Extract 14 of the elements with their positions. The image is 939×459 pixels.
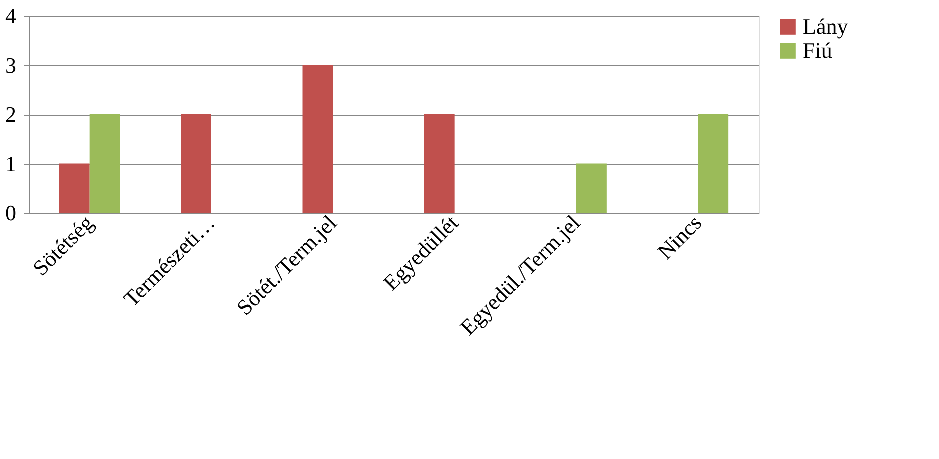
y-tick-label: 1 xyxy=(6,151,16,176)
bar xyxy=(181,114,212,213)
y-tick-label: 0 xyxy=(6,200,16,226)
y-tick-label: 4 xyxy=(6,4,16,28)
bar xyxy=(59,164,90,213)
legend-label: Lány xyxy=(803,14,848,39)
legend-label: Fiú xyxy=(803,38,832,63)
bar xyxy=(302,65,334,213)
bar xyxy=(698,114,729,213)
y-tick-label: 2 xyxy=(6,102,16,127)
bar xyxy=(576,164,607,213)
bar xyxy=(90,114,120,213)
bar xyxy=(424,114,455,213)
y-tick-label: 3 xyxy=(6,52,16,78)
